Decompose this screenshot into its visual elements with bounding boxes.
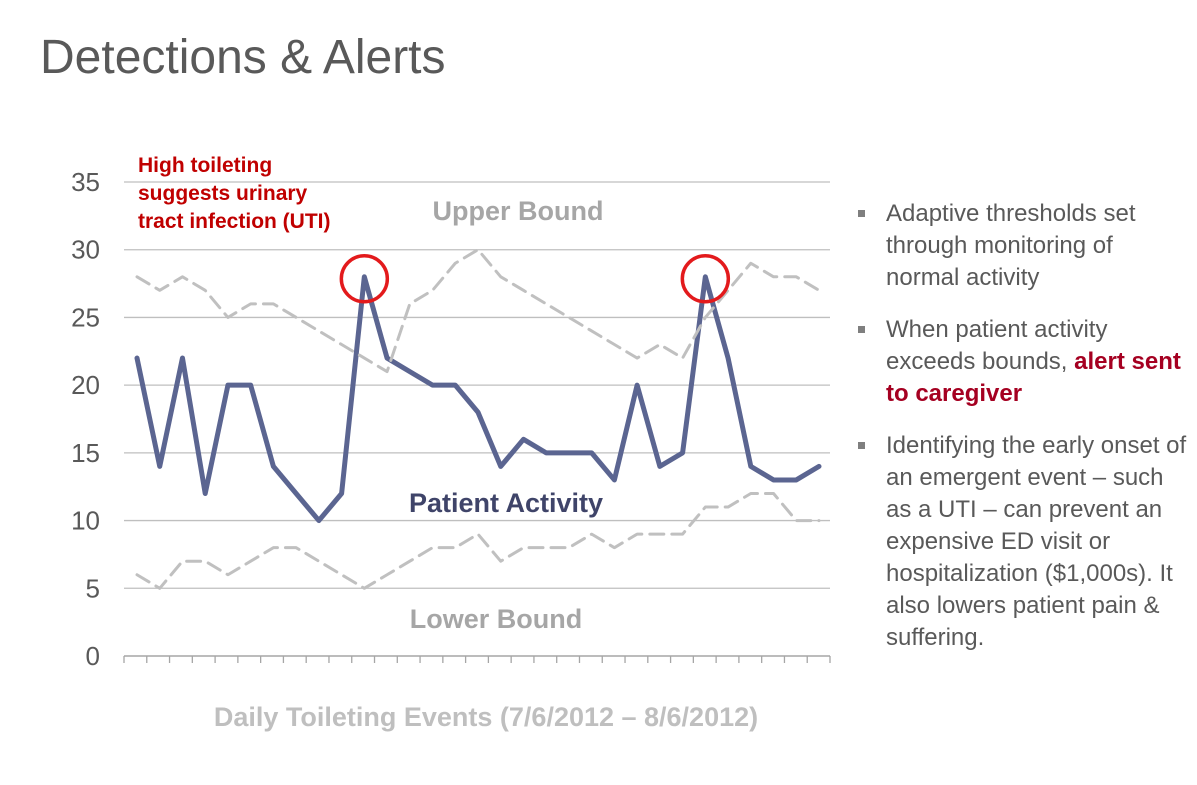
series-label: Upper Bound — [433, 196, 604, 226]
annotation-line: tract infection (UTI) — [138, 210, 331, 233]
annotation-line: suggests urinary — [138, 182, 308, 205]
bullet-alert: When patient activity exceeds bounds, al… — [858, 314, 1188, 410]
y-tick-label: 5 — [86, 573, 100, 603]
y-tick-label: 15 — [71, 438, 100, 468]
bullet-thresholds: Adaptive thresholds set through monitori… — [858, 198, 1188, 294]
alert-circle-icon — [339, 254, 390, 304]
bullet-list: Adaptive thresholds set through monitori… — [858, 198, 1188, 674]
y-tick-label: 20 — [71, 370, 100, 400]
series-line-lower-bound — [135, 491, 821, 590]
series-label: Patient Activity — [409, 488, 603, 518]
bullet-early-onset: Identifying the early onset of an emerge… — [858, 430, 1188, 654]
square-bullet-icon — [858, 210, 865, 217]
y-tick-label: 35 — [71, 167, 100, 197]
series-line-patient-activity — [134, 274, 822, 524]
page-title: Detections & Alerts — [40, 31, 446, 84]
bullet-text: Identifying the early onset of an emerge… — [886, 432, 1187, 651]
alert-circle-icon — [680, 254, 731, 304]
y-tick-label: 25 — [71, 302, 100, 332]
series-line-upper-bound — [135, 248, 821, 374]
y-tick-label: 0 — [86, 641, 100, 671]
y-tick-label: 10 — [71, 506, 100, 536]
y-tick-label: 30 — [71, 235, 100, 265]
bullet-text: Adaptive thresholds set through monitori… — [886, 200, 1136, 291]
series-label: Lower Bound — [410, 604, 582, 634]
annotation-line: High toileting — [138, 154, 272, 177]
square-bullet-icon — [858, 442, 865, 449]
square-bullet-icon — [858, 326, 865, 333]
bullet-text: When patient activity exceeds bounds, — [886, 316, 1108, 375]
x-axis-label: Daily Toileting Events (7/6/2012 – 8/6/2… — [214, 702, 758, 732]
alert-emphasis: alert sent to caregiver — [886, 348, 1181, 407]
